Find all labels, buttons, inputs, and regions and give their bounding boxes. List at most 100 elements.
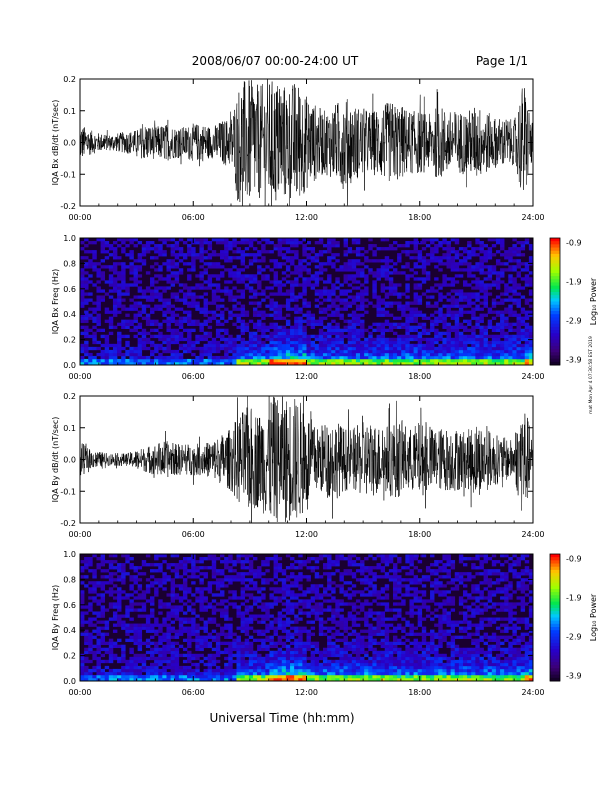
- spectrogram-cell: [384, 343, 390, 348]
- spectrogram-cell: [199, 557, 204, 561]
- spectrogram-cell: [141, 659, 147, 664]
- spectrogram-cell: [145, 331, 151, 336]
- spectrogram-cell: [257, 343, 262, 348]
- spectrogram-cell: [174, 349, 180, 354]
- spectrogram-cell: [232, 244, 237, 248]
- spectrogram-cell: [252, 572, 258, 576]
- spectrogram-cell: [281, 593, 287, 597]
- spectrogram-cell: [524, 265, 530, 269]
- spectrogram-cell: [187, 677, 192, 682]
- spectrogram-cell: [475, 355, 480, 360]
- spectrogram-cell: [224, 241, 229, 245]
- spectrogram-cell: [322, 647, 328, 652]
- spectrogram-cell: [112, 349, 118, 354]
- spectrogram-cell: [475, 316, 480, 320]
- spectrogram-cell: [121, 581, 126, 585]
- spectrogram-cell: [257, 241, 262, 245]
- spectrogram-cell: [322, 650, 328, 655]
- spectrogram-cell: [248, 578, 254, 582]
- spectrogram-cell: [178, 298, 184, 302]
- spectrogram-cell: [290, 238, 295, 242]
- spectrogram-cell: [277, 253, 283, 257]
- spectrogram-cell: [528, 331, 534, 336]
- spectrogram-cell: [471, 337, 476, 342]
- spectrogram-cell: [360, 638, 365, 642]
- spectrogram-cell: [294, 358, 299, 363]
- spectrogram-cell: [154, 268, 159, 272]
- colorbar-swatch: [550, 295, 560, 299]
- spectrogram-cell: [376, 301, 381, 305]
- spectrogram-cell: [117, 244, 122, 248]
- spectrogram-cell: [211, 346, 217, 351]
- spectrogram-cell: [528, 298, 534, 302]
- spectrogram-cell: [121, 346, 126, 351]
- x-tick-label: 00:00: [68, 530, 91, 539]
- spectrogram-cell: [512, 310, 517, 314]
- spectrogram-cell: [228, 665, 233, 670]
- spectrogram-cell: [228, 271, 233, 275]
- spectrogram-cell: [133, 328, 138, 333]
- spectrogram-cell: [248, 331, 254, 336]
- spectrogram-cell: [265, 349, 270, 354]
- spectrogram-cell: [528, 346, 534, 351]
- spectrogram-cell: [80, 274, 85, 278]
- spectrogram-cell: [92, 584, 97, 588]
- spectrogram-cell: [421, 322, 427, 326]
- spectrogram-cell: [224, 608, 229, 612]
- spectrogram-cell: [483, 301, 488, 305]
- spectrogram-cell: [335, 608, 340, 612]
- spectrogram-cell: [236, 677, 241, 682]
- spectrogram-cell: [232, 602, 237, 606]
- spectrogram-cell: [360, 307, 365, 311]
- spectrogram-cell: [298, 271, 303, 275]
- spectrogram-cell: [232, 256, 237, 260]
- spectrogram-cell: [347, 596, 353, 600]
- spectrogram-cell: [462, 256, 468, 260]
- spectrogram-cell: [170, 352, 176, 357]
- spectrogram-cell: [224, 268, 229, 272]
- spectrogram-cell: [174, 247, 180, 251]
- spectrogram-cell: [178, 674, 184, 679]
- spectrogram-cell: [388, 265, 394, 269]
- spectrogram-cell: [232, 295, 237, 299]
- spectrogram-cell: [479, 271, 484, 275]
- spectrogram-cell: [252, 247, 258, 251]
- spectrogram-cell: [108, 289, 114, 293]
- spectrogram-cell: [273, 656, 278, 661]
- spectrogram-cell: [442, 361, 447, 366]
- spectrogram-cell: [405, 262, 410, 266]
- spectrogram-cell: [331, 662, 336, 667]
- spectrogram-cell: [347, 554, 353, 558]
- spectrogram-cell: [343, 262, 348, 266]
- spectrogram-cell: [281, 644, 287, 649]
- spectrogram-cell: [446, 265, 451, 269]
- spectrogram-cell: [224, 578, 229, 582]
- spectrogram-cell: [207, 590, 213, 594]
- spectrogram-cell: [327, 563, 332, 567]
- spectrogram-cell: [137, 593, 143, 597]
- spectrogram-cell: [355, 617, 361, 621]
- spectrogram-cell: [92, 241, 97, 245]
- spectrogram-cell: [360, 325, 365, 330]
- spectrogram-cell: [360, 674, 365, 679]
- spectrogram-cell: [195, 566, 200, 570]
- spectrogram-cell: [182, 671, 188, 676]
- spectrogram-cell: [182, 590, 188, 594]
- spectrogram-cell: [112, 352, 118, 357]
- spectrogram-cell: [281, 325, 287, 330]
- spectrogram-cell: [170, 662, 176, 667]
- spectrogram-cell: [170, 331, 176, 336]
- spectrogram-cell: [84, 340, 89, 345]
- spectrogram-cell: [298, 617, 303, 621]
- spectrogram-cell: [141, 668, 147, 673]
- spectrogram-cell: [195, 241, 200, 245]
- spectrogram-cell: [471, 295, 476, 299]
- spectrogram-cell: [471, 349, 476, 354]
- spectrogram-cell: [199, 277, 204, 281]
- spectrogram-cell: [232, 659, 237, 664]
- colorbar-swatch: [550, 238, 560, 242]
- spectrogram-cell: [512, 328, 517, 333]
- spectrogram-cell: [108, 563, 114, 567]
- spectrogram-cell: [314, 259, 320, 263]
- spectrogram-cell: [450, 238, 456, 242]
